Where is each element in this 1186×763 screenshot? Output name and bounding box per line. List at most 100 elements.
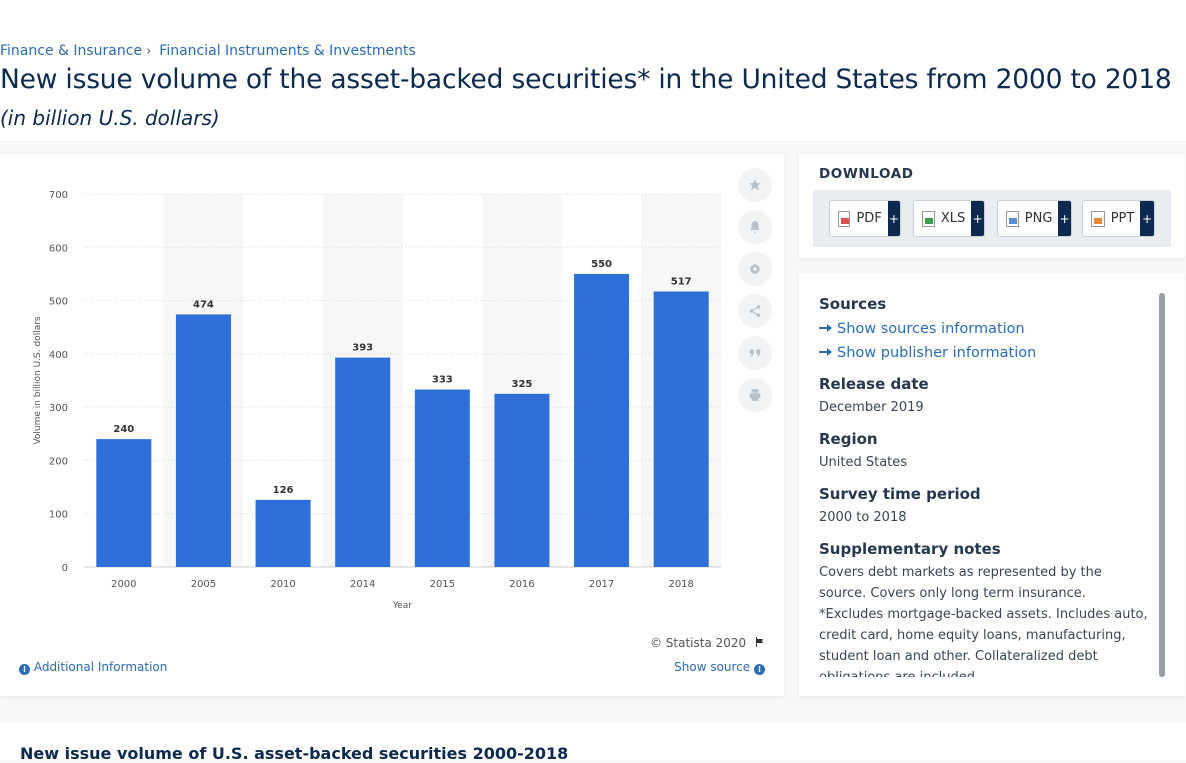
download-pdf-label: PDF xyxy=(856,211,882,226)
data-label: 325 xyxy=(512,379,533,390)
data-label: 126 xyxy=(273,485,294,496)
download-pdf-button[interactable]: PDF + xyxy=(829,200,901,237)
show-sources-link[interactable]: Show sources information xyxy=(819,317,1149,341)
info-icon: i xyxy=(19,664,30,675)
y-tick-label: 0 xyxy=(62,563,68,574)
y-tick-label: 400 xyxy=(49,350,68,361)
plus-icon: + xyxy=(1140,201,1154,236)
header-background xyxy=(0,0,1186,140)
survey-period-heading: Survey time period xyxy=(819,485,981,503)
ppt-file-icon xyxy=(1091,210,1105,227)
related-section: New issue volume of U.S. asset-backed se… xyxy=(0,722,1186,763)
data-label: 550 xyxy=(591,259,612,270)
chart-card: 0 100 200 300 400 500 600 700 240 2000 474 2005 126 2… xyxy=(0,154,784,696)
y-tick-label: 200 xyxy=(49,456,68,467)
xls-file-icon xyxy=(922,210,935,227)
quote-icon xyxy=(749,349,761,357)
bar xyxy=(494,393,550,567)
print-icon xyxy=(749,389,761,401)
breadcrumb-separator: › xyxy=(146,44,152,59)
show-source-link[interactable]: Show source i xyxy=(674,660,765,675)
supplementary-notes-value: Covers debt markets as represented by th… xyxy=(819,565,1148,677)
region-heading: Region xyxy=(819,430,878,448)
print-button[interactable] xyxy=(738,378,772,412)
pdf-file-icon xyxy=(838,210,851,227)
favorite-button[interactable] xyxy=(738,168,772,202)
notification-button[interactable] xyxy=(738,210,772,244)
info-scrollbar[interactable] xyxy=(1159,293,1165,677)
bar xyxy=(653,291,709,567)
y-tick-label: 500 xyxy=(49,297,68,308)
additional-info-link[interactable]: i Additional Information xyxy=(19,660,167,675)
bar xyxy=(335,357,391,567)
x-tick-label: 2016 xyxy=(509,579,534,590)
y-axis-title: Volume in billion U.S. dollars xyxy=(33,316,43,445)
download-card: DOWNLOAD PDF + XLS + PNG + PPT + xyxy=(799,154,1185,258)
y-tick-label: 600 xyxy=(49,243,68,254)
supplementary-notes-heading: Supplementary notes xyxy=(819,540,1001,558)
breadcrumb: Finance & Insurance › Financial Instrument… xyxy=(0,43,416,59)
data-label: 333 xyxy=(432,375,453,386)
plus-icon: + xyxy=(887,201,900,236)
download-title: DOWNLOAD xyxy=(819,166,914,182)
plus-icon: + xyxy=(971,201,984,236)
cite-button[interactable] xyxy=(738,336,772,370)
flag-icon[interactable] xyxy=(754,636,766,648)
release-date-value: December 2019 xyxy=(819,400,924,415)
copyright-text: © Statista 2020 xyxy=(649,636,747,650)
y-tick-label: 100 xyxy=(49,510,68,521)
bar xyxy=(414,389,470,567)
arrow-right-icon xyxy=(819,348,832,356)
download-ppt-button[interactable]: PPT + xyxy=(1082,200,1155,237)
breadcrumb-link-finance[interactable]: Finance & Insurance xyxy=(0,43,143,59)
x-tick-label: 2000 xyxy=(111,579,136,590)
data-label: 393 xyxy=(352,343,373,354)
chart-toolbar xyxy=(738,168,772,420)
show-source-label: Show source xyxy=(674,660,751,674)
release-date-heading: Release date xyxy=(819,375,929,393)
x-axis-title: Year xyxy=(392,601,412,611)
bell-icon xyxy=(750,221,760,233)
y-tick-label: 700 xyxy=(49,190,68,201)
x-tick-label: 2005 xyxy=(191,579,216,590)
arrow-right-icon xyxy=(819,324,832,332)
download-png-button[interactable]: PNG + xyxy=(997,200,1072,237)
y-tick-label: 300 xyxy=(49,403,68,414)
data-label: 240 xyxy=(113,424,134,435)
bar xyxy=(175,314,231,567)
info-content: Sources Show sources information Show pu… xyxy=(819,295,1149,677)
download-ppt-label: PPT xyxy=(1110,211,1135,226)
bar-chart: 0 100 200 300 400 500 600 700 240 2000 474 2005 126 2… xyxy=(33,190,721,611)
png-file-icon xyxy=(1006,210,1019,227)
star-icon xyxy=(749,179,761,191)
x-tick-label: 2010 xyxy=(270,579,295,590)
show-sources-label: Show sources information xyxy=(837,321,1025,337)
settings-button[interactable] xyxy=(738,252,772,286)
info-card: Sources Show sources information Show pu… xyxy=(799,273,1185,696)
data-label: 517 xyxy=(671,277,692,288)
survey-period-value: 2000 to 2018 xyxy=(819,510,907,525)
bar xyxy=(255,499,311,567)
gear-icon xyxy=(750,264,760,274)
sources-heading: Sources xyxy=(819,295,887,313)
download-panel: PDF + XLS + PNG + PPT + xyxy=(813,190,1171,247)
x-tick-label: 2014 xyxy=(350,579,375,590)
x-tick-label: 2018 xyxy=(668,579,693,590)
page-title: New issue volume of the asset-backed sec… xyxy=(0,64,1172,95)
show-publisher-label: Show publisher information xyxy=(837,345,1037,361)
bar xyxy=(96,439,152,567)
breadcrumb-link-instruments[interactable]: Financial Instruments & Investments xyxy=(159,43,416,59)
x-tick-label: 2015 xyxy=(430,579,455,590)
x-tick-label: 2017 xyxy=(589,579,614,590)
plus-icon: + xyxy=(1058,201,1071,236)
download-xls-button[interactable]: XLS + xyxy=(913,200,985,237)
copyright-note: © Statista 2020 xyxy=(650,636,766,650)
share-icon xyxy=(749,305,761,317)
page-subtitle: (in billion U.S. dollars) xyxy=(0,106,220,130)
info-scrollbar-thumb[interactable] xyxy=(1159,293,1165,677)
bar xyxy=(574,273,630,567)
related-title: New issue volume of U.S. asset-backed se… xyxy=(20,744,569,763)
data-label: 474 xyxy=(193,299,214,310)
show-publisher-link[interactable]: Show publisher information xyxy=(819,341,1149,365)
share-button[interactable] xyxy=(738,294,772,328)
